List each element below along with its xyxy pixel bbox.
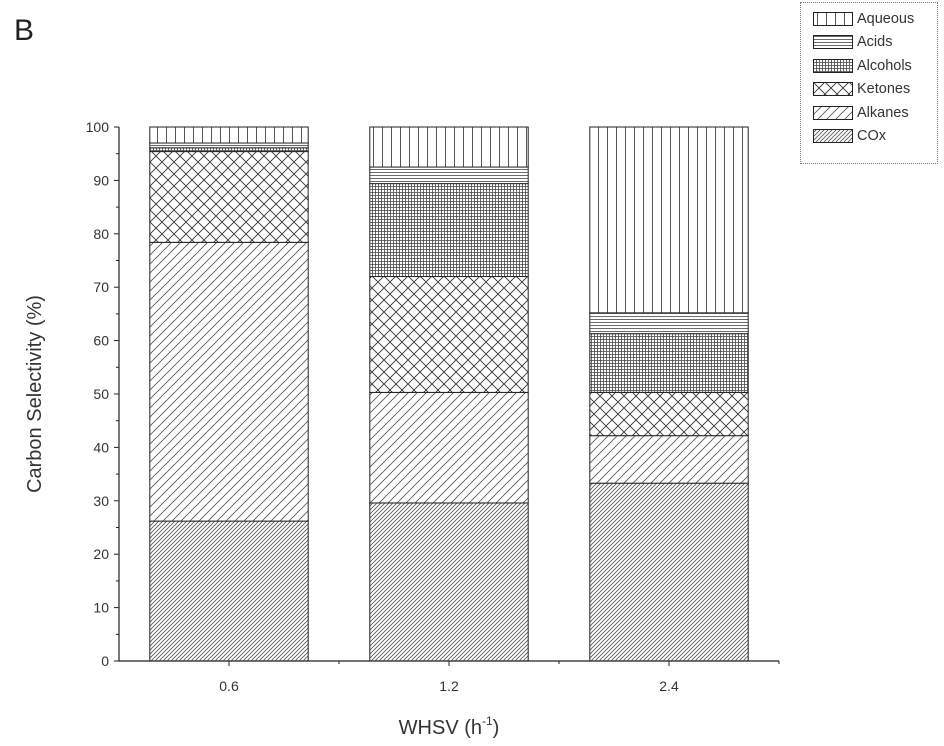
legend-item-acids: Acids — [801, 31, 937, 55]
y-tick-label: 100 — [86, 119, 110, 135]
bar-segment-alcohols-0.6 — [149, 147, 309, 153]
bar-segment-alcohols-1.2 — [369, 183, 529, 278]
y-tick-label: 0 — [101, 653, 109, 669]
bar-segment-cox-2.4 — [589, 482, 749, 662]
bar-segment-alkanes-0.6 — [149, 241, 309, 522]
bar-segment-ketones-0.6 — [149, 151, 309, 243]
legend-label: Acids — [857, 34, 893, 51]
y-tick-label: 90 — [93, 172, 109, 188]
legend-label: Alcohols — [857, 57, 912, 74]
bars-layer — [149, 126, 749, 662]
bar-segment-alkanes-2.4 — [589, 435, 749, 484]
bar-segment-alcohols-2.4 — [589, 333, 749, 393]
y-tick-label: 40 — [93, 439, 109, 455]
x-tick-label: 1.2 — [439, 678, 459, 694]
legend-label: COx — [857, 128, 886, 145]
legend-label: Ketones — [857, 81, 911, 98]
legend-label: Aqueous — [857, 10, 915, 27]
bar-segment-ketones-2.4 — [589, 391, 749, 437]
legend-swatch-aqueous — [813, 11, 853, 26]
y-tick-label: 60 — [93, 333, 109, 349]
y-tick-label: 50 — [93, 386, 109, 402]
legend-swatch-ketones — [813, 82, 853, 97]
legend-swatch-cox — [813, 129, 853, 144]
bar-segment-aqueous-0.6 — [149, 126, 309, 144]
legend: Aqueous Acids Alcohols Ketones Alkanes COx — [800, 2, 938, 164]
panel-label: B — [14, 14, 35, 47]
bar-segment-acids-1.2 — [369, 166, 529, 185]
legend-swatch-acids — [813, 35, 853, 50]
legend-item-aqueous: Aqueous — [801, 7, 937, 31]
x-tick-label: 2.4 — [659, 678, 679, 694]
legend-item-cox: COx — [801, 125, 937, 149]
bar-segment-aqueous-2.4 — [589, 126, 749, 314]
bar-segment-cox-0.6 — [149, 520, 309, 662]
legend-swatch-alcohols — [813, 58, 853, 73]
y-tick-label: 20 — [93, 546, 109, 562]
bar-segment-acids-0.6 — [149, 142, 309, 149]
legend-label: Alkanes — [857, 104, 909, 121]
axes-layer: 0 10 20 30 40 50 60 70 80 90 100 0.6 1.2 2.4 Carbon Se… — [24, 119, 780, 739]
legend-item-alcohols: Alcohols — [801, 54, 937, 78]
bar-segment-alkanes-1.2 — [369, 391, 529, 504]
y-tick-label: 80 — [93, 226, 109, 242]
y-tick-label: 30 — [93, 493, 109, 509]
bar-segment-ketones-1.2 — [369, 276, 529, 393]
y-tick-label: 70 — [93, 279, 109, 295]
bar-segment-cox-1.2 — [369, 502, 529, 662]
x-axis-title: WHSV (h-1) — [399, 714, 500, 739]
bar-segment-acids-2.4 — [589, 312, 749, 335]
legend-item-alkanes: Alkanes — [801, 101, 937, 125]
legend-item-ketones: Ketones — [801, 78, 937, 102]
legend-swatch-alkanes — [813, 105, 853, 120]
bar-segment-aqueous-1.2 — [369, 126, 529, 168]
y-axis-title: Carbon Selectivity (%) — [24, 295, 46, 493]
x-tick-label: 0.6 — [219, 678, 239, 694]
y-tick-label: 10 — [93, 600, 109, 616]
